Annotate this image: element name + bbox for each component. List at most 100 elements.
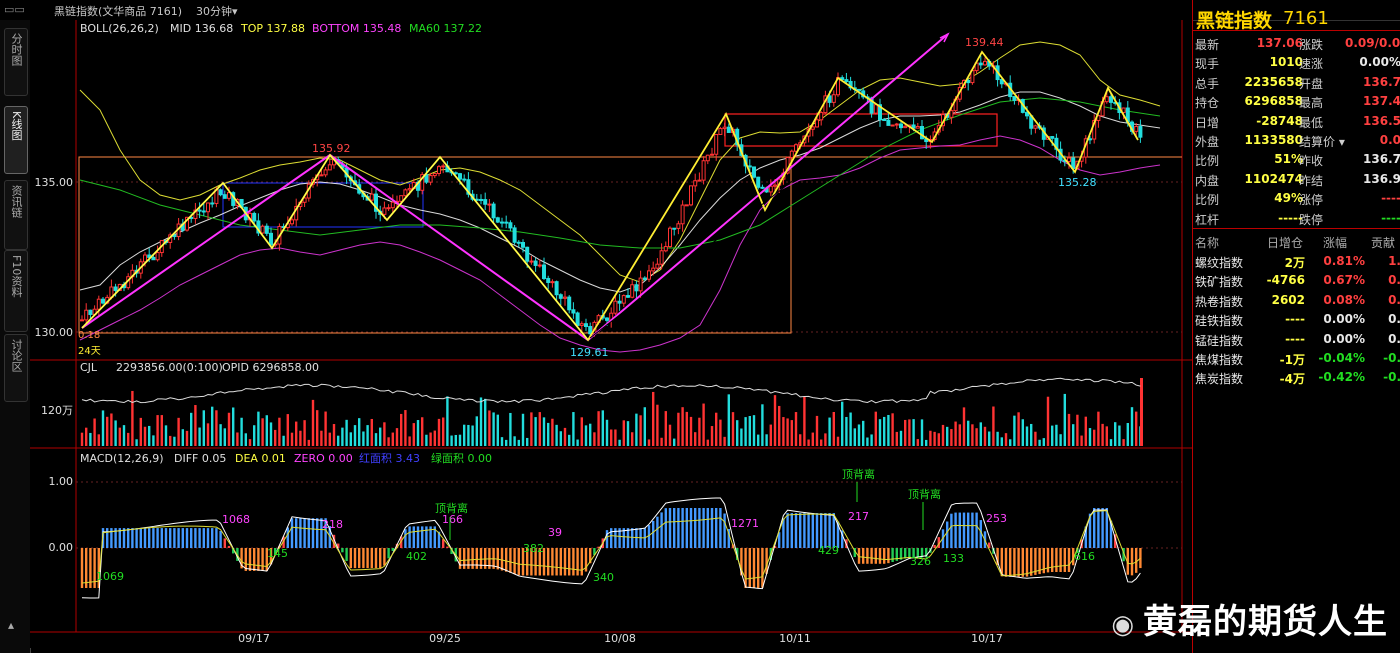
component-change: 0.00% (1323, 312, 1365, 327)
component-row[interactable]: 铁矿指数 -4766 0.67% 0. (1195, 271, 1400, 290)
col-header[interactable]: 日增仓 (1267, 236, 1304, 250)
candle-body (1121, 107, 1126, 113)
boll-label[interactable]: BOLL(26,26,2) (80, 22, 159, 35)
macd-bar (895, 548, 898, 561)
quote-label: 开盘 (1299, 76, 1324, 91)
expand-icon[interactable]: ▴ (8, 618, 15, 632)
volume-bar (786, 418, 789, 446)
macd-bar (874, 548, 877, 564)
macd-bar (169, 528, 172, 548)
volume-bar (731, 412, 735, 446)
volume-bar (601, 410, 604, 446)
macd-bar (316, 518, 319, 548)
macd-bar (1025, 548, 1029, 577)
candle-body (815, 119, 819, 128)
candle-body (613, 300, 618, 314)
candle-body (491, 203, 496, 219)
volume-bar (698, 417, 701, 446)
macd-bar (311, 518, 315, 548)
volume-bar (118, 427, 121, 446)
range-box[interactable] (222, 182, 424, 228)
macd-bar (1046, 548, 1050, 573)
col-header[interactable]: 贡献 (1371, 236, 1396, 250)
component-row[interactable]: 焦炭指数 -4万 -0.42% -0. (1195, 368, 1400, 387)
volume-bar (1114, 422, 1117, 446)
col-header[interactable]: 涨幅 (1323, 236, 1348, 250)
macd-annotation: 顶背离 (842, 467, 875, 481)
candle-body (1050, 136, 1055, 139)
macd-bar (211, 528, 214, 548)
volume-bar (353, 425, 357, 446)
volume-bar (572, 412, 575, 446)
trend-lines-magenta[interactable] (81, 32, 950, 341)
quote-label: 持仓 (1195, 96, 1220, 111)
candle-body (420, 174, 425, 191)
tab-f10[interactable]: F10资料 (4, 250, 28, 332)
candle-body (689, 185, 693, 206)
tab-label: 讨论区 (10, 339, 23, 372)
macd-bar (127, 528, 130, 548)
volume-bar (332, 424, 336, 446)
volume-bar (1118, 425, 1121, 446)
quote-row: 持仓 6296858 最高 137.4 (1195, 92, 1400, 111)
cjl-label[interactable]: CJL (80, 361, 98, 374)
macd-bar (244, 548, 247, 571)
macd-bar (349, 548, 352, 569)
volume-bar (597, 411, 600, 446)
quote-label[interactable]: 结算价 ▾ (1299, 135, 1345, 149)
macd-bar (685, 508, 688, 548)
volume-bar (614, 429, 617, 446)
candle-body (584, 323, 588, 328)
volume-bar (954, 421, 957, 446)
volume-bar (362, 431, 365, 446)
volume-bar (139, 417, 142, 446)
component-row[interactable]: 锰硅指数 ---- 0.00% 0. (1195, 330, 1400, 349)
tab-discussion[interactable]: 讨论区 (4, 334, 28, 402)
macd-bar (1051, 548, 1054, 572)
tab-timeline[interactable]: 分时图 (4, 28, 28, 96)
macd-bar (1135, 548, 1138, 573)
col-header[interactable]: 名称 (1195, 236, 1220, 250)
macd-annotation: 39 (548, 526, 562, 539)
macd-label[interactable]: MACD(12,26,9) (80, 452, 164, 465)
component-row[interactable]: 螺纹指数 2万 0.81% 1. (1195, 252, 1400, 271)
quote-row: 日增 -28748 最低 136.5 (1195, 112, 1400, 131)
volume-bar (106, 416, 109, 446)
volume-bar (366, 425, 369, 446)
volume-bar (450, 435, 453, 446)
kline-chart[interactable]: BOLL(26,26,2) MID 136.68 TOP 137.88 BOTT… (30, 20, 1192, 648)
tab-news[interactable]: 资讯链 (4, 180, 28, 250)
macd-bar (786, 513, 789, 548)
period-selector[interactable]: 30分钟▾ (196, 3, 238, 19)
component-row[interactable]: 焦煤指数 -1万 -0.04% -0. (1195, 349, 1400, 368)
macd-bar (240, 548, 243, 569)
macd-bar (551, 548, 554, 576)
component-row[interactable]: 硅铁指数 ---- 0.00% 0. (1195, 310, 1400, 329)
volume-bar (1000, 437, 1003, 446)
macd-bar (286, 527, 289, 548)
candle-body (269, 232, 273, 246)
volume-bar (530, 412, 533, 446)
candle-body (794, 144, 798, 152)
macd-zero: ZERO 0.00 (294, 452, 353, 465)
volume-bar (370, 418, 373, 446)
macd-annotation: 402 (406, 550, 427, 563)
volume-bar (715, 412, 718, 446)
tab-label: F10资料 (10, 255, 23, 298)
macd-bar (937, 537, 940, 548)
volume-bar (1030, 423, 1033, 446)
macd-bar (908, 548, 911, 558)
volume-bar (820, 439, 823, 446)
volume-bar (248, 439, 252, 446)
trend-lines-yellow[interactable] (81, 50, 1139, 342)
macd-bar (1030, 548, 1033, 576)
window-menu-icon[interactable]: ▭▭ (4, 3, 25, 16)
quote-row: 现手 1010 速涨 0.00% (1195, 53, 1400, 72)
volume-bar (761, 404, 764, 446)
macd-bar (916, 548, 919, 558)
tab-kline[interactable]: K线图 (4, 106, 28, 174)
macd-bar (1139, 548, 1142, 569)
candle-body (155, 252, 160, 261)
macd-bar (261, 548, 264, 571)
component-row[interactable]: 热卷指数 2602 0.08% 0. (1195, 291, 1400, 310)
